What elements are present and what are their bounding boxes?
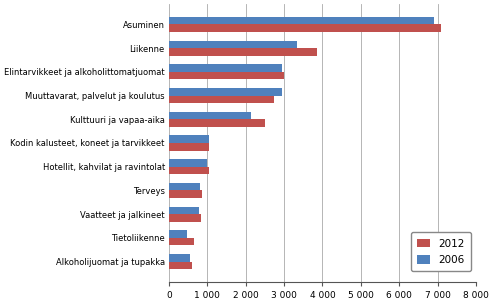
Bar <box>169 64 282 72</box>
Bar <box>169 119 265 127</box>
Bar <box>169 88 282 95</box>
Bar <box>169 143 209 150</box>
Bar <box>169 95 275 103</box>
Bar <box>169 24 441 32</box>
Bar <box>169 159 208 167</box>
Bar <box>169 112 251 119</box>
Bar <box>169 17 434 24</box>
Bar <box>169 214 201 222</box>
Bar <box>169 72 284 79</box>
Bar <box>169 206 199 214</box>
Bar <box>169 262 192 269</box>
Bar <box>169 135 209 143</box>
Bar <box>169 183 201 190</box>
Bar <box>169 48 317 56</box>
Legend: 2012, 2006: 2012, 2006 <box>411 232 471 271</box>
Bar <box>169 167 209 174</box>
Bar <box>169 254 190 262</box>
Bar <box>169 238 194 245</box>
Bar <box>169 230 187 238</box>
Bar <box>169 190 202 198</box>
Bar <box>169 40 297 48</box>
